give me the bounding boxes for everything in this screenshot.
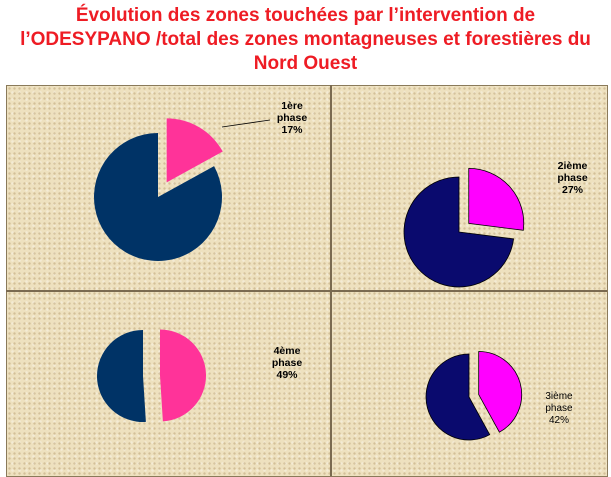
pie4-slice-rest <box>425 353 491 441</box>
title-line-1: Évolution des zones touchées par l’inter… <box>75 5 536 26</box>
pie1-slice-rest <box>93 133 222 261</box>
chart-grid-background <box>6 85 608 477</box>
pie2-slice-highlight <box>468 167 525 231</box>
grid-divider-vertical <box>330 85 332 476</box>
pie3-slice-highlight <box>159 329 207 422</box>
pie4-slice-highlight <box>478 351 522 433</box>
grid-divider-horizontal <box>6 290 607 292</box>
chart-title: Évolution des zones touchées par l’inter… <box>0 4 611 76</box>
title-line-3: Nord Ouest <box>253 53 358 74</box>
pie1-label-line-1: 1ère <box>281 100 303 112</box>
pie4-label: 4ème phase 49% <box>262 345 312 381</box>
pie4-label-line-1: 4ème <box>273 345 301 357</box>
pie1-label-value: 17% <box>281 124 303 136</box>
pie3-label-line-1: 3ième <box>545 391 573 402</box>
pie4-label-line-2: phase <box>271 357 303 369</box>
title-line-2: l’ODESYPANO /total des zones montagneuse… <box>20 29 591 50</box>
pie2-label: 2ième phase 27% <box>545 160 600 196</box>
pie1-label: 1ère phase 17% <box>262 100 322 136</box>
pie2-label-line-2: phase <box>557 172 588 184</box>
pie3-slice-rest <box>97 330 146 422</box>
pie3-label-line-2: phase <box>545 403 573 414</box>
pie2-slice-rest <box>403 176 515 288</box>
pie3-label-value: 42% <box>548 415 569 426</box>
pie1-slice-highlight <box>166 118 223 183</box>
pie2-label-value: 27% <box>561 184 583 196</box>
pie1-label-line-2: phase <box>276 112 308 124</box>
pie4-label-value: 49% <box>276 369 298 381</box>
pie3-label: 3ième phase 42% <box>534 391 584 427</box>
pie1-leader-line <box>221 119 271 128</box>
pie2-label-line-1: 2ième <box>557 160 588 172</box>
